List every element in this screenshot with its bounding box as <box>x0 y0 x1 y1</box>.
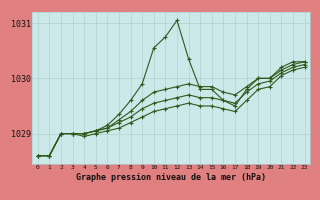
X-axis label: Graphe pression niveau de la mer (hPa): Graphe pression niveau de la mer (hPa) <box>76 173 266 182</box>
